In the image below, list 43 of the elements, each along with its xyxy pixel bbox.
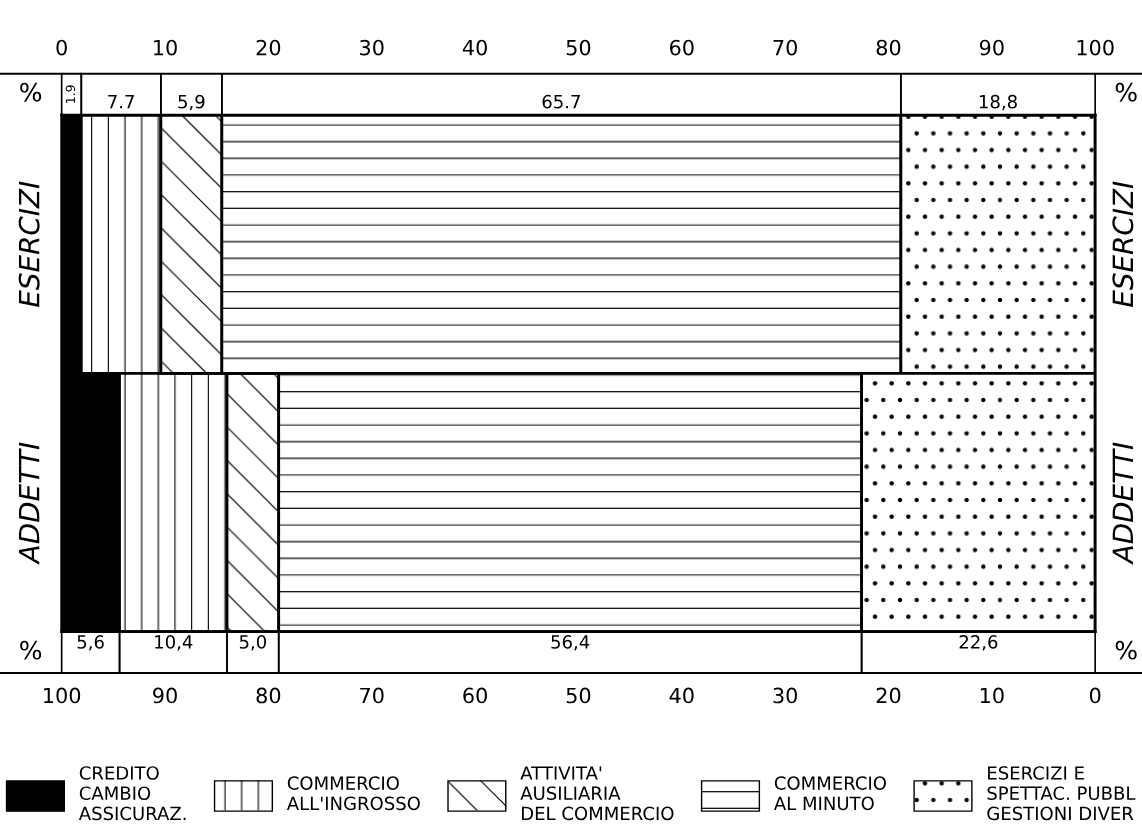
x2-tick-label: 100 — [44, 687, 81, 704]
x-tick-label: 90 — [979, 39, 1004, 56]
text: % — [20, 640, 42, 660]
x-tick-label: 70 — [773, 39, 797, 56]
data-label: 56,4 — [551, 635, 590, 651]
x2-tick-label: 60 — [463, 687, 487, 704]
text: % — [1115, 640, 1137, 660]
x-tick-label: 100 — [1077, 39, 1114, 56]
x-tick-label: 30 — [360, 39, 384, 56]
x2-tick-label: 50 — [566, 687, 591, 704]
x-tick-label: 0 — [56, 39, 67, 56]
category-label: ADDETTI — [18, 442, 40, 565]
text: % — [1115, 82, 1137, 102]
legend-label: CREDITO CAMBIO ASSICURAZ. — [78, 766, 186, 821]
legend-label: ATTIVITA' AUSILIARIA DEL COMMERCIO — [520, 766, 674, 821]
x2-tick-label: 90 — [153, 687, 177, 704]
x-tick-label: 60 — [669, 39, 694, 56]
x2-tick-label: 20 — [876, 687, 901, 704]
data-label: 5,9 — [178, 94, 205, 111]
x2-tick-label: 70 — [360, 687, 384, 704]
x-tick-label: 10 — [154, 39, 177, 56]
data-label: 18,8 — [979, 94, 1017, 111]
x-tick-label: 20 — [256, 39, 281, 56]
legend-label: COMMERCIO ALL'INGROSSO — [286, 776, 420, 811]
text: % — [20, 82, 42, 102]
x-tick-label: 80 — [876, 39, 901, 56]
x-tick-label: 40 — [462, 39, 487, 56]
x2-tick-label: 30 — [773, 687, 797, 704]
legend-label: ESERCIZI E SPETTAC. PUBBL GESTIONI DIVER — [987, 766, 1136, 821]
data-label: 65.7 — [542, 94, 580, 109]
x2-tick-label: 10 — [980, 687, 1004, 704]
data-label: 5,0 — [239, 635, 267, 651]
data-label: 1.9 — [65, 85, 76, 103]
legend-label: COMMERCIO AL MINUTO — [773, 776, 886, 811]
category-label: ESERCIZI — [18, 181, 40, 307]
x2-tick-label: 40 — [669, 687, 694, 704]
x2-tick-label: 80 — [256, 687, 281, 704]
data-label: 7.7 — [108, 95, 134, 109]
data-label: 10,4 — [155, 635, 193, 651]
data-label: 5,6 — [77, 635, 104, 651]
data-label: 22,6 — [959, 635, 998, 651]
x2-tick-label: 0 — [1089, 687, 1101, 704]
x-tick-label: 50 — [566, 39, 591, 56]
